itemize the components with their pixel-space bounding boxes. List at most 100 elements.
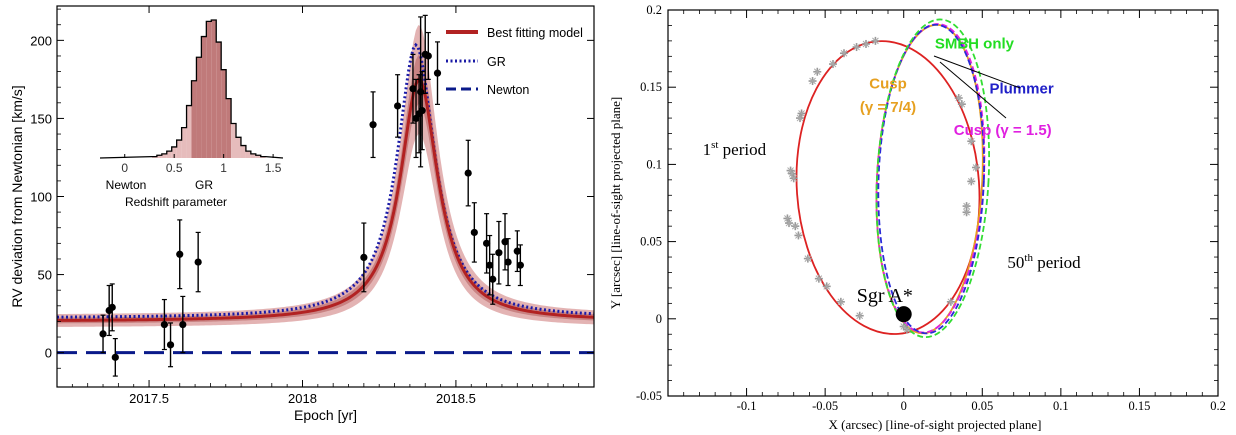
orbit-chart: -0.1 -0.05 0 0.05 0.1 0.15 0.2 -0.05 0 0.05 0.1 0.1…: [608, 3, 1226, 432]
rv-point-marker: [513, 247, 521, 255]
orbit-x-tick-label: 0.15: [1128, 399, 1150, 413]
orbit-point-d2: [790, 174, 798, 182]
orbit-point-d2: [967, 137, 975, 145]
inset-tick-newton: Newton: [106, 178, 147, 192]
orbit-point-d2: [958, 100, 966, 108]
orbit-point-d2: [955, 94, 963, 102]
histogram-bar: [255, 155, 261, 158]
orbit-point-d2: [963, 202, 970, 210]
orbit-x-tick-label: 0: [901, 399, 907, 413]
rv-point-marker: [409, 85, 417, 93]
rv-point-marker: [179, 320, 187, 329]
orbit-data-point: [813, 67, 822, 76]
orbit-data-point: [814, 274, 823, 283]
rv-point-marker: [486, 261, 494, 269]
period-label-number: 50: [1007, 253, 1024, 272]
rv-point-marker: [489, 275, 497, 283]
histogram-bar: [231, 123, 237, 158]
rv-data-point: [99, 314, 107, 354]
orbit-point-d2: [872, 37, 879, 45]
rv-data-point: [489, 253, 497, 305]
rv-data-point: [394, 74, 402, 138]
rv-data-point: [504, 238, 512, 287]
orbit-data-point: [852, 43, 861, 52]
orbit-data-point: [862, 39, 870, 48]
rv-point-marker: [418, 107, 426, 115]
orbit-x-tick-label: 0.2: [1210, 399, 1226, 413]
orbit-data-point: [808, 77, 817, 86]
rv-data-point: [360, 222, 368, 293]
legend-label-gr: GR: [487, 55, 506, 69]
inset-tick-label: 1: [220, 161, 227, 175]
orbit-x-tick-label: 0.05: [971, 399, 993, 413]
rv-data-point: [176, 219, 184, 290]
rv-point-marker: [470, 228, 478, 237]
rv-y-tick-label: 100: [30, 190, 52, 205]
histogram-bar: [191, 80, 197, 158]
legend-label-newton: Newton: [487, 83, 529, 97]
rv-data-point: [108, 283, 116, 332]
model-curves: [56, 42, 595, 355]
orbit-point-d2: [784, 215, 791, 222]
histogram-bar: [226, 98, 232, 158]
orbit-point-d2: [823, 283, 831, 290]
histogram-bar: [171, 146, 177, 158]
best-fit-curve: [56, 77, 595, 322]
orbit-data-point: [840, 49, 848, 58]
orbit-data-point: [954, 94, 963, 103]
orbit-data-point: [785, 219, 793, 228]
orbit-point-d2: [972, 164, 980, 171]
rv-point-marker: [464, 169, 472, 177]
rv-point-marker: [108, 303, 116, 311]
rv-data-point: [111, 337, 119, 377]
orbit-y-axis-label: Y [arcsec] [line-of-sight projected plan…: [608, 97, 623, 309]
rv-y-tick-label: 50: [38, 268, 52, 283]
rv-point-marker: [501, 238, 509, 246]
rv-point-marker: [516, 261, 524, 269]
period-label-suffix: th: [1024, 252, 1033, 264]
cusp-leader-line: [939, 61, 1007, 119]
histogram-bar: [216, 42, 222, 158]
orbit-axis-ticks: -0.1 -0.05 0 0.05 0.1 0.15 0.2 -0.05 0 0.05 0.1 0.1…: [636, 3, 1226, 413]
orbit-data-point: [794, 231, 803, 240]
rv-y-tick-label: 200: [30, 33, 52, 48]
orbit-y-tick-label: 0.05: [640, 235, 662, 249]
histogram-bar: [221, 69, 227, 158]
rv-data-point: [194, 231, 202, 293]
rv-point-marker: [176, 250, 184, 258]
orbit-point-d2: [785, 219, 793, 227]
period-label: 50th period: [1007, 252, 1081, 272]
orbit-data-point: [836, 297, 845, 306]
rv-x-tick-label: 2017.5: [129, 391, 169, 406]
orbit-point-d2: [853, 43, 860, 51]
rv-data-point: [470, 202, 478, 263]
orbit-point-d2: [815, 275, 823, 283]
rv-axis-ticks: 2017.5 2018 2018.5 0 50 100 150 200: [30, 6, 595, 406]
histogram-bar: [201, 36, 207, 159]
orbit-point-d2: [947, 298, 955, 306]
orbit-data-point: [962, 202, 971, 211]
rv-data-point: [160, 298, 168, 351]
orbit-data-point: [972, 163, 980, 172]
inset-tick-label: 1.5: [265, 161, 282, 175]
rv-data-point: [179, 295, 187, 354]
orbit-curve: [877, 23, 986, 335]
inset-tick-label: 0.5: [166, 161, 183, 175]
orbit-point-d2: [862, 40, 870, 48]
orbit-data-point: [796, 114, 804, 123]
orbit-data-point: [786, 166, 795, 175]
orbit-y-tick-label: 0: [656, 312, 662, 326]
rv-point-marker: [99, 330, 107, 338]
orbit-curve: [875, 18, 991, 339]
orbit-point-d2: [963, 208, 970, 216]
rv-y-axis-label: RV deviation from Newtonian [km/s]: [9, 85, 25, 307]
orbit-point-d2: [809, 77, 816, 85]
histogram-bar: [250, 153, 256, 158]
redshift-histogram-inset: 0 0.5 1 1.5 Newton GR Redshift parameter: [99, 19, 284, 209]
orbit-data-point: [789, 174, 798, 183]
histogram-bar: [156, 155, 162, 158]
orbit-y-tick-label: 0.2: [646, 3, 662, 17]
orbit-annotations: SMBH only Cusp (γ = 7/4) Plummer Cusp (γ = 1…: [857, 36, 1054, 307]
orbit-point-d2: [813, 68, 821, 76]
orbit-x-tick-label: 0.1: [1053, 399, 1069, 413]
